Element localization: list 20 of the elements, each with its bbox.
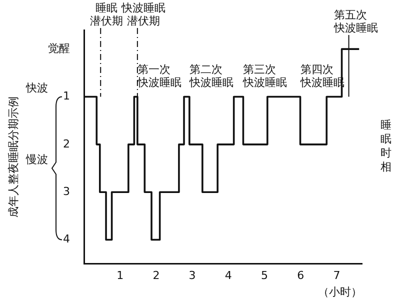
x-axis-title: （小时）	[318, 285, 362, 298]
y-axis-title: 成年人整夜睡眠分期示例	[6, 96, 20, 218]
annotation: 第五次快波睡眠	[332, 8, 378, 34]
x-tick-label: 3	[188, 269, 196, 282]
x-tick-label: 5	[261, 269, 268, 282]
y-tick-label: 4	[63, 232, 70, 246]
x-tick-label: 6	[297, 269, 304, 282]
x-tick-label: 7	[333, 269, 340, 282]
y-tick-label: 2	[63, 137, 70, 150]
x-tick-label: 2	[152, 269, 160, 282]
y-tick-label: 觉醒	[48, 42, 70, 55]
y-tick-label: 1	[63, 90, 70, 103]
text: 睡眠时相	[380, 118, 392, 174]
y-tick-label: 3	[63, 184, 70, 198]
annotation: 第三次快波睡眠	[242, 63, 288, 90]
text: 慢波	[25, 153, 48, 166]
x-tick-label: 1	[116, 269, 124, 282]
x-tick-label: 4	[224, 269, 232, 282]
text: 快波	[25, 82, 48, 95]
annotation: 第二次快波睡眠	[188, 63, 234, 90]
